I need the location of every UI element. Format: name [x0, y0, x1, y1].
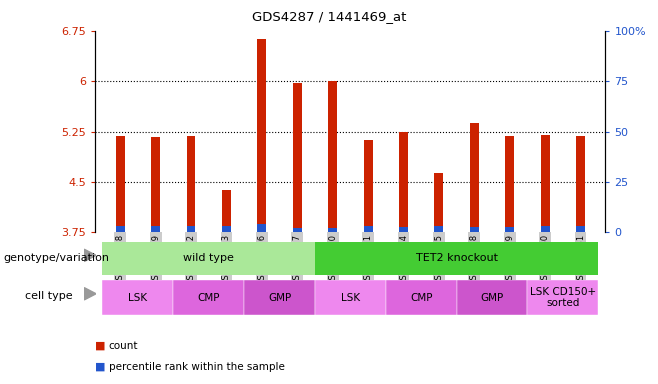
- Bar: [541, 226, 549, 232]
- Bar: [576, 226, 585, 232]
- Bar: [222, 226, 231, 232]
- Bar: [576, 136, 585, 232]
- Text: GMP: GMP: [480, 293, 503, 303]
- Bar: [364, 140, 372, 232]
- Bar: [386, 280, 457, 315]
- Bar: [315, 280, 386, 315]
- Text: CMP: CMP: [197, 293, 220, 303]
- Bar: [293, 228, 301, 232]
- Bar: [222, 190, 231, 232]
- Text: LSK: LSK: [128, 293, 147, 303]
- Bar: [116, 226, 124, 232]
- Bar: [328, 81, 337, 232]
- Bar: [505, 227, 514, 232]
- Text: GDS4287 / 1441469_at: GDS4287 / 1441469_at: [252, 10, 406, 23]
- Text: GMP: GMP: [268, 293, 291, 303]
- Bar: [541, 135, 549, 232]
- Bar: [244, 280, 315, 315]
- Bar: [505, 136, 514, 232]
- Bar: [470, 124, 479, 232]
- Bar: [528, 280, 598, 315]
- Text: percentile rank within the sample: percentile rank within the sample: [109, 362, 284, 372]
- Text: LSK: LSK: [341, 293, 360, 303]
- Text: ■: ■: [95, 341, 106, 351]
- Polygon shape: [84, 288, 96, 300]
- Bar: [315, 242, 598, 275]
- Bar: [257, 224, 266, 232]
- Text: LSK CD150+
sorted: LSK CD150+ sorted: [530, 287, 596, 308]
- Text: wild type: wild type: [184, 253, 234, 263]
- Bar: [103, 280, 173, 315]
- Bar: [293, 83, 301, 232]
- Text: cell type: cell type: [25, 291, 72, 301]
- Bar: [187, 226, 195, 232]
- Bar: [103, 242, 315, 275]
- Bar: [151, 137, 160, 232]
- Bar: [173, 280, 244, 315]
- Polygon shape: [84, 249, 96, 262]
- Text: count: count: [109, 341, 138, 351]
- Text: CMP: CMP: [410, 293, 432, 303]
- Text: genotype/variation: genotype/variation: [3, 253, 109, 263]
- Text: ■: ■: [95, 362, 106, 372]
- Bar: [116, 136, 124, 232]
- Bar: [151, 226, 160, 232]
- Text: TET2 knockout: TET2 knockout: [416, 253, 497, 263]
- Bar: [328, 228, 337, 232]
- Bar: [434, 173, 443, 232]
- Bar: [470, 227, 479, 232]
- Bar: [187, 136, 195, 232]
- Bar: [399, 131, 408, 232]
- Bar: [434, 226, 443, 232]
- Bar: [257, 40, 266, 232]
- Bar: [364, 226, 372, 232]
- Bar: [457, 280, 528, 315]
- Bar: [399, 227, 408, 232]
